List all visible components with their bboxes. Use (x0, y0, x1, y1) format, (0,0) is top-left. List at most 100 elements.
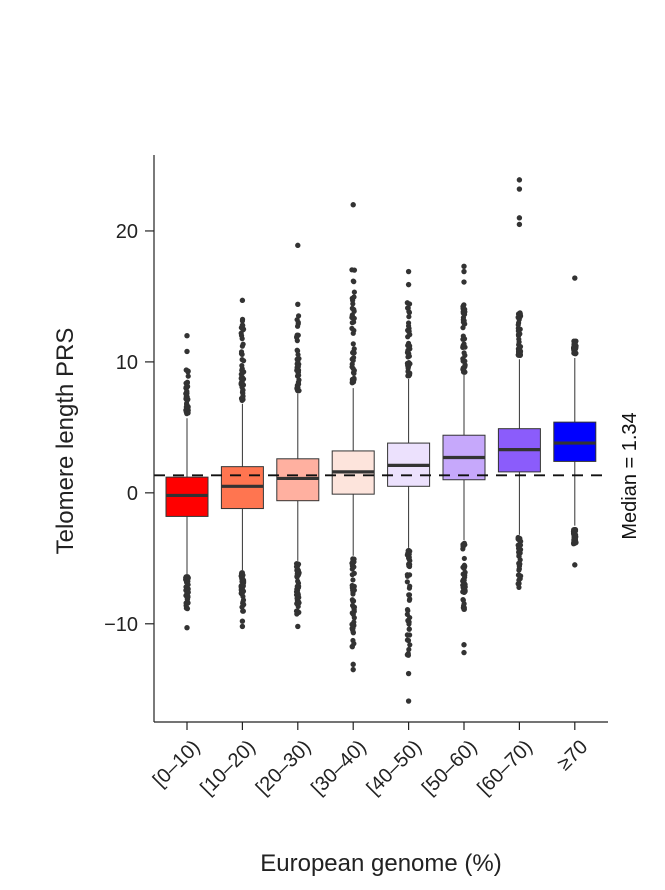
outlier-point (407, 642, 413, 648)
outlier-point (183, 391, 189, 397)
outlier-point (572, 350, 578, 356)
box-group (387, 268, 431, 704)
outlier-point (294, 573, 300, 579)
x-tick-label: ≥70 (553, 736, 592, 775)
outlier-point (241, 358, 247, 364)
outlier-point (295, 578, 301, 584)
outlier-point (350, 202, 356, 208)
outlier-point (240, 376, 247, 382)
x-tick-label: [40–50) (363, 736, 427, 800)
outlier-point (350, 341, 356, 347)
y-axis-title: Telomere length PRS (52, 328, 79, 555)
outlier-point (294, 356, 300, 362)
outlier-point (516, 215, 523, 221)
outlier-point (516, 546, 523, 552)
outlier-point (294, 338, 300, 344)
outlier-point (516, 577, 522, 583)
outlier-point (461, 649, 467, 656)
x-tick-label: [50–60) (418, 736, 482, 800)
box-group (276, 242, 320, 630)
median-reference-label: Median = 1.34 (619, 412, 641, 539)
outlier-point (407, 332, 413, 338)
y-tick-label: 10 (116, 352, 138, 374)
outlier-point (239, 318, 246, 324)
outlier-point (240, 593, 246, 600)
x-tick-label: [60–70) (473, 736, 537, 800)
outlier-point (239, 322, 246, 328)
outlier-point (184, 604, 190, 611)
outlier-point (239, 336, 245, 342)
outlier-point (295, 352, 301, 358)
outlier-point (295, 600, 302, 606)
outlier-point (461, 606, 467, 612)
outlier-point (406, 646, 412, 653)
outlier-point (462, 589, 468, 595)
outlier-point (351, 367, 357, 374)
outlier-point (350, 301, 356, 307)
x-tick-label: [20–30) (252, 736, 316, 800)
outlier-point (240, 608, 246, 614)
outlier-point (406, 592, 412, 598)
outlier-point (238, 349, 245, 355)
outlier-point (406, 353, 412, 359)
outlier-point (516, 336, 522, 342)
outlier-point (406, 562, 412, 569)
outlier-point (239, 343, 245, 349)
outlier-point (240, 577, 247, 583)
outlier-point (460, 319, 467, 325)
outlier-point (572, 562, 578, 568)
outlier-point (405, 347, 411, 353)
outlier-point (461, 263, 467, 270)
outlier-point (185, 373, 191, 379)
y-tick-label: −10 (104, 614, 138, 636)
outlier-point (462, 584, 468, 590)
outlier-point (406, 626, 412, 632)
outlier-point (515, 314, 521, 320)
outlier-point (405, 698, 412, 704)
outlier-point (239, 362, 245, 369)
outlier-point (295, 623, 301, 630)
outlier-point (184, 348, 190, 355)
outlier-point (460, 303, 467, 309)
outlier-point (350, 577, 356, 583)
box-group (165, 333, 209, 631)
outlier-point (462, 362, 468, 368)
outlier-point (295, 301, 301, 307)
outlier-point (460, 543, 467, 549)
outlier-point (185, 383, 191, 390)
outlier-point (239, 297, 246, 304)
outlier-point (294, 611, 300, 617)
y-tick-label: 0 (127, 483, 138, 505)
outlier-point (461, 279, 467, 285)
outlier-point (351, 279, 357, 285)
outlier-point (294, 367, 300, 374)
x-axis-title: European genome (%) (260, 850, 501, 877)
outlier-point (461, 555, 467, 562)
outlier-point (294, 564, 300, 570)
outlier-point (295, 319, 301, 325)
outlier-point (516, 221, 523, 228)
outlier-point (461, 341, 467, 347)
outlier-point (295, 569, 301, 575)
outlier-point (296, 388, 302, 394)
outlier-point (185, 593, 191, 599)
outlier-point (350, 587, 356, 593)
outlier-point (406, 309, 412, 315)
outlier-point (349, 572, 355, 578)
outlier-point (405, 281, 412, 288)
box-group (553, 275, 597, 568)
outlier-point (405, 342, 411, 349)
outlier-point (516, 572, 522, 578)
outlier-point (350, 350, 356, 356)
outlier-point (405, 637, 412, 644)
outlier-point (462, 569, 468, 575)
outlier-point (239, 370, 246, 376)
outlier-point (349, 376, 355, 383)
outlier-point (184, 411, 190, 417)
outlier-point (351, 615, 357, 621)
box-group (497, 177, 541, 590)
outlier-point (240, 582, 246, 588)
box-group (442, 263, 486, 656)
outlier-point (406, 555, 412, 561)
